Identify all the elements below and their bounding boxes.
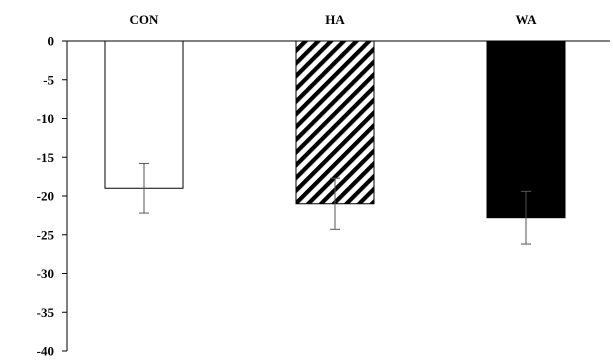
y-tick-label: -15	[37, 150, 55, 165]
bar-ha	[295, 40, 375, 205]
y-tick-label: -30	[37, 266, 54, 281]
y-tick-label: -20	[37, 189, 54, 204]
bar-wa	[486, 40, 566, 219]
y-tick-label: -35	[37, 305, 55, 320]
y-tick-label: -5	[43, 72, 54, 87]
category-label-con: CON	[130, 12, 160, 27]
category-label-ha: HA	[325, 12, 345, 27]
y-tick-label: -25	[37, 227, 55, 242]
y-tick-label: -40	[37, 344, 54, 359]
plot-area: 0 -5 -10 -15 -20 -25 -30 -35 -40 CON HA WA	[37, 12, 610, 359]
y-tick-label: 0	[48, 34, 55, 49]
y-tick-label: -10	[37, 111, 54, 126]
category-label-wa: WA	[516, 12, 538, 27]
